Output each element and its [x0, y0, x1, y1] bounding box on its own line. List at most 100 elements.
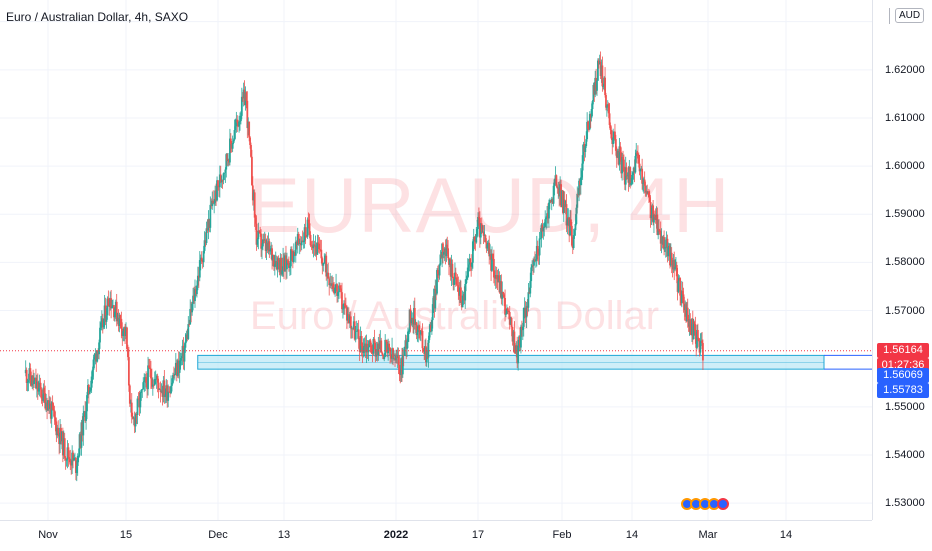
candle-body: [173, 375, 175, 376]
candle-body: [223, 172, 226, 174]
candle-body: [51, 402, 54, 410]
candle-body: [100, 322, 102, 328]
candle-body: [485, 242, 488, 249]
event-marker-icon[interactable]: [717, 498, 729, 510]
candle-body: [534, 259, 537, 261]
candle-body: [554, 175, 557, 180]
price-chart[interactable]: [0, 0, 872, 520]
candle-body: [377, 343, 380, 355]
candle-body: [164, 394, 167, 398]
candle-body: [630, 183, 633, 185]
time-tick-label: Dec: [208, 529, 228, 541]
price-axis[interactable]: AUD 1.62000 1.61000 1.60000 1.59000 1.58000 1…: [872, 0, 932, 520]
candle-body: [387, 343, 390, 354]
candle-body: [147, 365, 149, 390]
candle-body: [540, 224, 543, 239]
last-price-tag[interactable]: 1.56164: [877, 342, 929, 358]
candle-body: [49, 403, 52, 419]
candle-body: [635, 152, 638, 156]
candle-body: [495, 275, 498, 280]
candle-body: [619, 146, 622, 153]
candle-body: [502, 291, 505, 295]
candle-body: [139, 392, 142, 408]
candle-body: [674, 266, 676, 270]
candle-body: [461, 295, 464, 308]
candle-body: [483, 235, 486, 236]
candle-body: [119, 314, 122, 319]
candle-body: [465, 279, 467, 285]
candle-body: [407, 331, 410, 332]
candle-body: [547, 213, 549, 219]
price-tick-label: 1.62000: [885, 63, 925, 76]
candle-body: [226, 154, 229, 162]
candle-body: [657, 228, 660, 235]
candle-body: [466, 267, 469, 277]
candle-body: [439, 254, 442, 265]
candle-body: [376, 349, 379, 355]
candle-body: [526, 305, 529, 308]
candle-body: [385, 339, 388, 342]
candle-body: [84, 411, 87, 421]
candle-body: [191, 303, 194, 313]
candle-body: [185, 334, 188, 342]
candle-body: [261, 246, 263, 249]
candle-body: [239, 121, 241, 122]
candle-body: [75, 465, 78, 474]
candle-body: [268, 241, 271, 252]
candle-body: [85, 411, 87, 421]
candle-body: [381, 352, 384, 355]
chart-pane[interactable]: EURAUD, 4H Euro / Australian Dollar Euro…: [0, 0, 872, 520]
candle-body: [497, 275, 500, 283]
candle-body: [454, 272, 457, 278]
candle-body: [542, 227, 545, 232]
candle-body: [274, 261, 277, 265]
candle-body: [481, 231, 484, 233]
candle-body: [527, 292, 530, 308]
candle-body: [48, 400, 50, 409]
candle-body: [102, 318, 105, 328]
candle-body: [125, 327, 127, 336]
zone-top-price-tag[interactable]: 1.56069: [877, 368, 929, 384]
currency-button[interactable]: AUD: [895, 8, 925, 23]
time-axis[interactable]: Nov 15 Dec 13 2022 17 Feb 14 Mar 14: [0, 520, 872, 551]
candle-body: [324, 255, 327, 263]
candle-body: [534, 259, 536, 261]
candle-body: [32, 375, 35, 385]
candle-body: [308, 223, 311, 235]
candle-body: [151, 384, 154, 387]
candle-body: [453, 279, 455, 285]
candle-body: [644, 185, 647, 193]
candle-body: [480, 223, 483, 232]
candle-body: [325, 255, 328, 277]
candle-body: [299, 243, 302, 246]
candle-body: [45, 402, 48, 409]
candle-body: [389, 347, 392, 356]
candle-body: [588, 114, 591, 130]
candle-body: [552, 185, 555, 204]
candle-body: [521, 326, 524, 331]
candle-body: [380, 340, 383, 353]
candle-body: [148, 365, 150, 368]
candlestick-series: [24, 51, 704, 482]
candle-body: [257, 230, 260, 240]
candle-body: [631, 174, 633, 184]
candle-body: [33, 380, 35, 385]
candle-body: [72, 452, 74, 461]
candle-body: [127, 349, 129, 358]
zone-bottom-price-tag[interactable]: 1.55783: [877, 383, 929, 399]
candle-body: [415, 322, 418, 336]
candle-body: [333, 288, 336, 294]
candle-body: [65, 459, 68, 461]
candle-body: [52, 409, 55, 411]
candle-body: [253, 192, 256, 218]
candle-body: [35, 381, 38, 389]
candle-body: [168, 391, 171, 393]
candle-body: [421, 330, 424, 349]
candle-body: [506, 308, 508, 314]
candle-body: [142, 382, 145, 390]
candle-body: [278, 262, 281, 273]
candle-body: [693, 322, 696, 325]
candle-body: [372, 338, 375, 354]
symbol-title[interactable]: Euro / Australian Dollar, 4h, SAXO: [6, 10, 189, 24]
candle-body: [520, 326, 523, 331]
